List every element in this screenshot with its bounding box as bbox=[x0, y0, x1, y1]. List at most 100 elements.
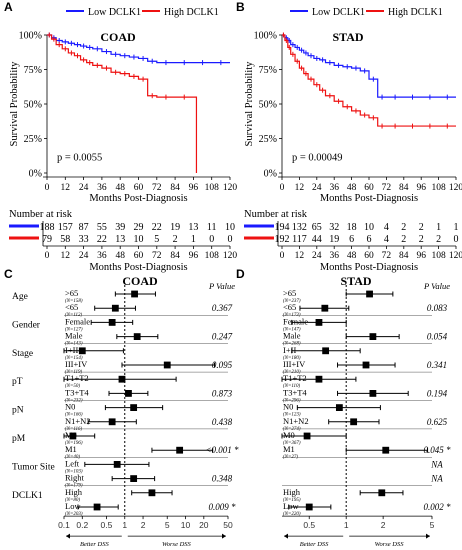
forest-x-tick-label: 10 bbox=[181, 520, 191, 530]
forest-row-n: (N=367) bbox=[283, 441, 301, 446]
risk-count-high: 10 bbox=[134, 234, 144, 245]
risk-x-tick-label: 48 bbox=[115, 251, 125, 261]
forest-p-value: 0.341 bbox=[427, 360, 447, 370]
km-a-legend: Low DCLK1 High DCLK1 bbox=[66, 7, 219, 18]
forest-hr-point bbox=[321, 304, 329, 312]
y-tick-label: 100% bbox=[254, 31, 277, 42]
forest-x-tick-label: 0.5 bbox=[101, 520, 113, 530]
km-curve-low bbox=[47, 34, 230, 64]
y-tick-label: 0% bbox=[29, 169, 42, 180]
risk-count-high: 6 bbox=[367, 234, 372, 245]
forest-x-tick-label: 0.2 bbox=[76, 520, 88, 530]
y-tick-label: 100% bbox=[19, 31, 42, 42]
forest-hr-point bbox=[378, 489, 386, 497]
forest-hr-point bbox=[93, 503, 101, 511]
forest-row-label: Female bbox=[65, 316, 90, 326]
forest-row-label: I+II bbox=[65, 345, 78, 355]
risk-x-tick-label: 120 bbox=[223, 251, 238, 261]
y-tick-label: 50% bbox=[259, 100, 277, 111]
risk-count-low: 1 bbox=[454, 222, 459, 233]
p-value-header: P Value bbox=[208, 281, 235, 291]
forest-x-tick-label: 20 bbox=[199, 520, 209, 530]
forest-p-value: 0.873 bbox=[212, 388, 233, 398]
risk-x-tick-label: 120 bbox=[449, 251, 462, 261]
km-plot-stad: 0%25%50%75%100%0 12 24 36 48 60 72 84 96 108 120Mo… bbox=[244, 31, 462, 273]
risk-count-low: 29 bbox=[134, 222, 144, 233]
forest-row-label: N1+N2 bbox=[65, 416, 91, 426]
forest-p-value: 0.625 bbox=[427, 417, 448, 427]
worse-label: Worse DSS bbox=[162, 541, 192, 548]
forest-group-label: Gender bbox=[12, 320, 41, 330]
p-value-header: P Value bbox=[423, 281, 450, 291]
forest-p-value: 0.438 bbox=[212, 417, 233, 427]
risk-x-tick-label: 36 bbox=[97, 251, 107, 261]
panel-a-title: COAD bbox=[100, 30, 136, 44]
forest-hr-point bbox=[111, 304, 119, 312]
km-curve-high bbox=[282, 34, 456, 127]
p-value-label: p = 0.0055 bbox=[57, 153, 102, 164]
risk-x-tick-label: 60 bbox=[134, 251, 144, 261]
forest-hr-point bbox=[369, 333, 377, 340]
forest-x-tick-label: 2 bbox=[381, 520, 386, 530]
risk-count-low: 157 bbox=[58, 222, 73, 233]
x-tick-label: 48 bbox=[115, 183, 125, 193]
risk-count-high: 192 bbox=[275, 234, 290, 245]
forest-row-n: (N=195) bbox=[283, 498, 301, 503]
x-tick-label: 84 bbox=[399, 183, 409, 193]
forest-row-label: T1+T2 bbox=[65, 373, 89, 383]
forest-row-n: (N=112) bbox=[65, 313, 83, 318]
forest-hr-point bbox=[382, 446, 390, 454]
risk-count-high: 0 bbox=[228, 234, 233, 245]
forest-hr-point bbox=[176, 446, 184, 454]
forest-row-label: M1 bbox=[283, 444, 295, 454]
forest-group-label: Age bbox=[12, 292, 28, 302]
risk-count-low: 2 bbox=[401, 222, 406, 233]
forest-p-value: 0.054 bbox=[427, 332, 448, 342]
risk-count-low: 32 bbox=[329, 222, 339, 233]
forest-row-label: >65 bbox=[65, 288, 78, 298]
worse-arrow-head bbox=[426, 533, 430, 539]
forest-hr-point bbox=[335, 404, 343, 411]
worse-arrow-head bbox=[222, 533, 226, 539]
x-axis-label: Months Post-Diagnosis bbox=[320, 193, 418, 204]
forest-x-tick-label: 50 bbox=[223, 520, 233, 530]
forest-hr-point bbox=[108, 319, 116, 326]
forest-row-label: III+IV bbox=[65, 359, 88, 369]
forest-hr-point bbox=[303, 432, 311, 440]
risk-count-low: 4 bbox=[384, 222, 389, 233]
risk-count-low: 87 bbox=[79, 222, 89, 233]
forest-row-label: Left bbox=[65, 458, 80, 468]
risk-x-tick-label: 84 bbox=[399, 251, 409, 261]
x-tick-label: 12 bbox=[61, 183, 71, 193]
forest-row-n: (N=143) bbox=[65, 342, 83, 347]
x-tick-label: 0 bbox=[280, 183, 285, 193]
forest-p-value: 0.247 bbox=[212, 332, 233, 342]
x-tick-label: 96 bbox=[189, 183, 199, 193]
y-tick-label: 0% bbox=[264, 169, 277, 180]
risk-count-high: 0 bbox=[454, 234, 459, 245]
forest-row-n: (N=203) bbox=[65, 512, 83, 517]
legend-high-label: High DCLK1 bbox=[164, 7, 219, 18]
forest-group-label: pN bbox=[12, 406, 24, 416]
forest-hr-point bbox=[130, 475, 138, 482]
y-axis-label: Survival Probability bbox=[9, 61, 20, 147]
risk-x-tick-label: 36 bbox=[329, 251, 339, 261]
panel-b-letter: B bbox=[236, 0, 245, 14]
x-tick-label: 120 bbox=[449, 183, 462, 193]
y-axis-label: Survival Probability bbox=[244, 61, 255, 147]
forest-row-n: (N=40) bbox=[65, 455, 80, 460]
forest-hr-point bbox=[369, 390, 377, 397]
risk-count-low: 22 bbox=[152, 222, 162, 233]
risk-count-high: 13 bbox=[115, 234, 125, 245]
forest-p-value: 0.083 bbox=[427, 303, 448, 313]
forest-p-value: NA bbox=[430, 459, 443, 469]
forest-row-n: (N=110) bbox=[283, 384, 301, 389]
forest-hr-point bbox=[69, 432, 77, 440]
risk-count-low: 10 bbox=[364, 222, 374, 233]
x-tick-label: 60 bbox=[364, 183, 374, 193]
forest-p-value: 0.367 bbox=[212, 303, 233, 313]
km-b-legend: Low DCLK1 High DCLK1 bbox=[290, 7, 443, 18]
forest-row-n: (N=180) bbox=[283, 356, 301, 361]
y-tick-label: 50% bbox=[24, 100, 42, 111]
